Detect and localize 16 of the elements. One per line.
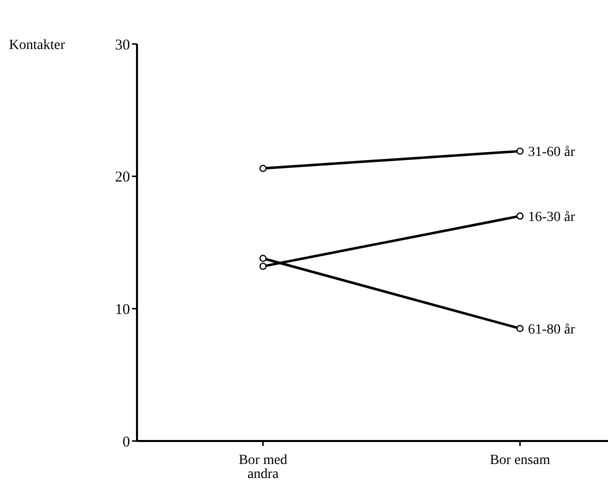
series-label: 31-60 år — [528, 145, 576, 160]
series-label: 16-30 år — [528, 210, 576, 226]
point — [516, 148, 524, 155]
y-tick-label: 0 — [122, 434, 130, 450]
point — [259, 164, 267, 172]
point — [259, 262, 267, 270]
y-tick-label: 10 — [115, 302, 130, 318]
y-tick-label: 30 — [115, 37, 130, 54]
x-tick-label: Bor ensam — [490, 452, 550, 468]
point — [516, 324, 524, 332]
series-label: 61-80 år — [528, 322, 576, 338]
point — [516, 212, 524, 220]
point — [259, 254, 267, 262]
x-tick-label: Bor med andra — [238, 452, 288, 482]
y-axis-title: Kontakter — [9, 38, 66, 53]
y-tick-label: 20 — [115, 170, 130, 186]
